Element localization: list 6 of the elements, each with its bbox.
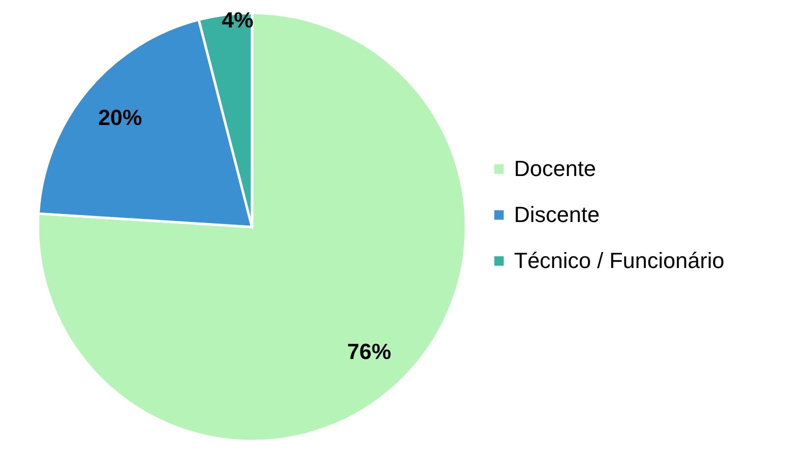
pie-slice xyxy=(37,12,468,442)
data-label: 76% xyxy=(347,338,392,364)
legend-label: Discente xyxy=(514,202,600,227)
data-label: 20% xyxy=(98,104,142,130)
legend-label: Técnico / Funcionário xyxy=(514,248,724,273)
legend-label: Docente xyxy=(514,156,596,181)
